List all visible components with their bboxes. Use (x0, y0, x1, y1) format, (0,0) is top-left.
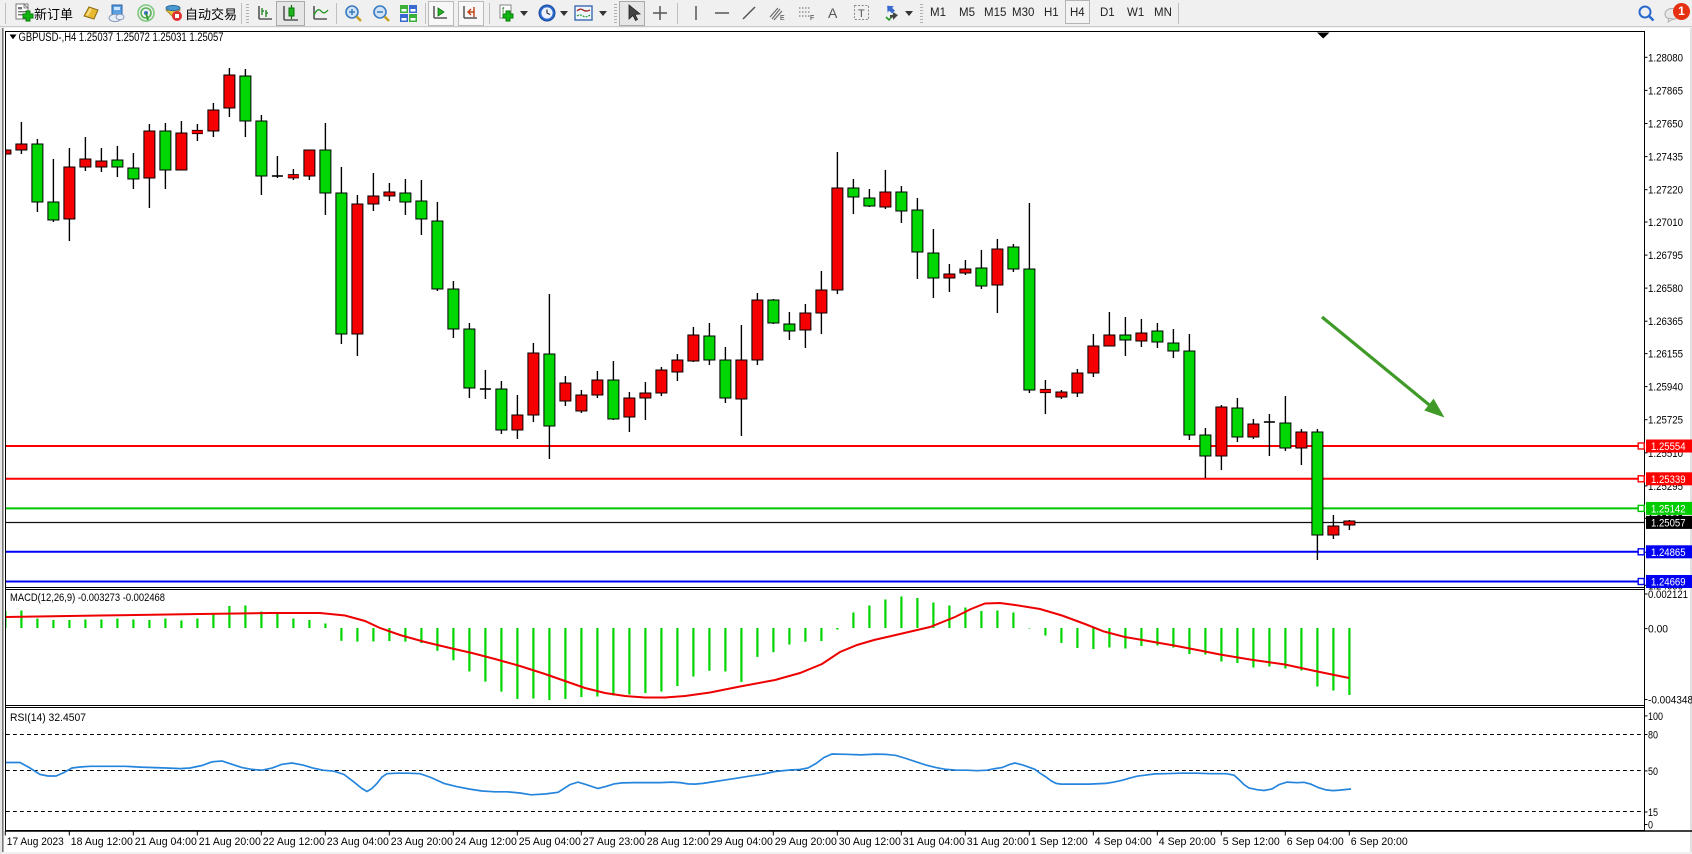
svg-text:0: 0 (1648, 820, 1653, 832)
svg-text:1.27865: 1.27865 (1648, 85, 1683, 97)
svg-text:30 Aug 12:00: 30 Aug 12:00 (839, 836, 901, 848)
svg-text:-0.004348: -0.004348 (1648, 695, 1692, 707)
svg-text:27 Aug 23:00: 27 Aug 23:00 (583, 836, 645, 848)
svg-text:4 Sep 04:00: 4 Sep 04:00 (1095, 836, 1152, 848)
svg-text:0.002121: 0.002121 (1648, 589, 1688, 601)
svg-text:1.27435: 1.27435 (1648, 152, 1683, 164)
svg-text:RSI(14) 32.4507: RSI(14) 32.4507 (10, 712, 86, 724)
svg-text:1.24865: 1.24865 (1651, 547, 1686, 559)
svg-text:29 Aug 20:00: 29 Aug 20:00 (775, 836, 837, 848)
svg-text:6 Sep 04:00: 6 Sep 04:00 (1287, 836, 1344, 848)
svg-text:GBPUSD-,H4 1.25037 1.25072 1.: GBPUSD-,H4 1.25037 1.25072 1.25031 1.250… (19, 32, 224, 44)
svg-text:1.25339: 1.25339 (1651, 474, 1686, 486)
svg-text:24 Aug 12:00: 24 Aug 12:00 (455, 836, 517, 848)
svg-text:MACD(12,26,9) -0.003273 -0.002: MACD(12,26,9) -0.003273 -0.002468 (10, 592, 165, 604)
svg-text:21 Aug 04:00: 21 Aug 04:00 (135, 836, 197, 848)
svg-text:29 Aug 04:00: 29 Aug 04:00 (711, 836, 773, 848)
svg-text:50: 50 (1648, 766, 1658, 778)
svg-text:1.25142: 1.25142 (1651, 503, 1686, 515)
svg-text:1.24669: 1.24669 (1651, 577, 1686, 589)
svg-text:4 Sep 20:00: 4 Sep 20:00 (1159, 836, 1216, 848)
svg-text:1.26795: 1.26795 (1648, 250, 1683, 262)
svg-text:T: T (858, 8, 865, 20)
svg-text:1.25725: 1.25725 (1648, 415, 1683, 427)
svg-text:18 Aug 12:00: 18 Aug 12:00 (71, 836, 133, 848)
svg-text:17 Aug 2023: 17 Aug 2023 (7, 836, 64, 848)
svg-text:1.25554: 1.25554 (1651, 441, 1686, 453)
svg-text:1.26580: 1.26580 (1648, 283, 1683, 295)
svg-text:31 Aug 04:00: 31 Aug 04:00 (903, 836, 965, 848)
svg-text:21 Aug 20:00: 21 Aug 20:00 (199, 836, 261, 848)
svg-text:0.00: 0.00 (1648, 624, 1668, 636)
svg-text:6 Sep 20:00: 6 Sep 20:00 (1351, 836, 1408, 848)
svg-text:5 Sep 12:00: 5 Sep 12:00 (1223, 836, 1280, 848)
svg-text:1.27650: 1.27650 (1648, 119, 1683, 131)
svg-text:23 Aug 20:00: 23 Aug 20:00 (391, 836, 453, 848)
svg-text:1.26155: 1.26155 (1648, 349, 1683, 361)
svg-text:25 Aug 04:00: 25 Aug 04:00 (519, 836, 581, 848)
svg-text:1.27010: 1.27010 (1648, 217, 1683, 229)
svg-text:22 Aug 12:00: 22 Aug 12:00 (263, 836, 325, 848)
svg-text:31 Aug 20:00: 31 Aug 20:00 (967, 836, 1029, 848)
svg-text:1.25057: 1.25057 (1651, 517, 1686, 529)
svg-text:28 Aug 12:00: 28 Aug 12:00 (647, 836, 709, 848)
svg-text:F: F (810, 15, 814, 22)
svg-text:1.25940: 1.25940 (1648, 382, 1683, 394)
svg-text:1.27220: 1.27220 (1648, 185, 1683, 197)
svg-text:1 Sep 12:00: 1 Sep 12:00 (1031, 836, 1088, 848)
svg-text:E: E (780, 15, 785, 22)
svg-text:f: f (502, 6, 505, 15)
svg-text:1.26365: 1.26365 (1648, 316, 1683, 328)
svg-text:1.28080: 1.28080 (1648, 52, 1683, 64)
svg-text:100: 100 (1648, 711, 1663, 723)
svg-text:23 Aug 04:00: 23 Aug 04:00 (327, 836, 389, 848)
svg-text:15: 15 (1648, 807, 1658, 819)
svg-text:80: 80 (1648, 730, 1658, 742)
